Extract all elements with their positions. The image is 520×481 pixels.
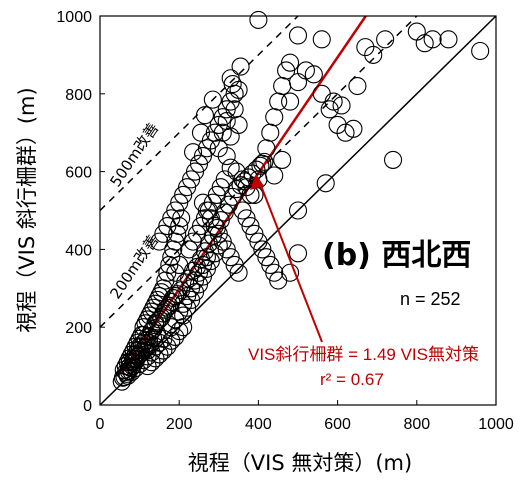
- data-point: [215, 170, 234, 189]
- data-point: [273, 76, 292, 96]
- x-tick-label: 200: [166, 416, 193, 433]
- x-tick-label: 800: [403, 416, 430, 433]
- data-point: [221, 69, 240, 88]
- data-point: [273, 150, 292, 169]
- data-point: [281, 92, 300, 111]
- x-tick-label: 0: [96, 416, 105, 433]
- data-point: [288, 73, 308, 92]
- panel-label: (b) 西北西: [322, 238, 471, 273]
- n-count-label: n = 252: [400, 289, 461, 309]
- data-point: [138, 357, 157, 376]
- y-tick-label: 400: [65, 242, 92, 259]
- axes: [99, 15, 497, 406]
- data-point: [281, 263, 300, 282]
- data-point: [184, 143, 203, 162]
- data-point: [229, 115, 248, 134]
- data-point: [227, 180, 246, 199]
- data-point: [164, 288, 183, 308]
- x-axis-title: 視程（VIS 無対策）(m): [188, 451, 412, 475]
- y-tick-label: 1000: [56, 9, 92, 26]
- data-point: [261, 123, 280, 142]
- data-point: [150, 345, 169, 364]
- data-point: [332, 96, 351, 115]
- data-point: [336, 123, 355, 142]
- data-point: [229, 263, 248, 282]
- y-tick-label: 0: [83, 398, 92, 415]
- plot-frame: [99, 15, 497, 406]
- data-points: [112, 10, 490, 391]
- data-point: [241, 185, 260, 204]
- data-point: [231, 176, 250, 195]
- data-point: [423, 30, 442, 49]
- data-point: [312, 30, 331, 49]
- data-point: [195, 106, 214, 125]
- y-axis-title: 視程（VIS 斜行柵群）(m): [15, 87, 39, 332]
- y-tick-label: 800: [65, 87, 92, 104]
- data-point: [213, 123, 232, 142]
- data-point: [243, 164, 262, 183]
- data-point: [281, 53, 300, 72]
- guide-line-500: [100, 16, 300, 212]
- data-point: [348, 76, 367, 96]
- guide-label-200: 200m改善: [106, 231, 162, 302]
- x-tick-label: 600: [324, 416, 351, 433]
- data-point: [126, 358, 145, 378]
- data-point: [255, 152, 274, 171]
- data-point: [146, 349, 165, 368]
- data-point: [229, 80, 248, 99]
- data-point: [117, 362, 136, 381]
- data-point: [142, 353, 161, 372]
- data-point: [251, 156, 270, 175]
- data-point: [191, 123, 211, 142]
- guide-label-500: 500m改善: [106, 119, 162, 190]
- data-point: [217, 146, 236, 166]
- y-tick-label: 600: [65, 165, 92, 182]
- data-point: [288, 26, 308, 45]
- data-point: [471, 41, 490, 61]
- data-point: [152, 283, 171, 302]
- data-point: [122, 362, 141, 381]
- data-point: [221, 158, 240, 177]
- data-point: [364, 45, 383, 64]
- data-point: [231, 57, 250, 76]
- data-point: [288, 244, 308, 263]
- data-point: [249, 10, 268, 29]
- data-point: [407, 22, 426, 41]
- data-point: [383, 150, 403, 169]
- data-point: [316, 174, 335, 193]
- x-tick-label: 1000: [478, 416, 514, 433]
- regression-equation: VIS斜行柵群 = 1.49 VIS無対策: [248, 345, 479, 364]
- data-point: [288, 201, 308, 220]
- x-tick-label: 400: [245, 416, 272, 433]
- data-point: [235, 172, 254, 191]
- guide-line-200: [100, 16, 418, 328]
- data-point: [304, 65, 323, 84]
- guide-lines: [100, 16, 496, 405]
- data-point: [356, 38, 375, 57]
- r-squared-label: r² = 0.67: [320, 370, 384, 389]
- data-point: [415, 34, 434, 53]
- annotation-arrowhead: [250, 174, 264, 190]
- data-point: [203, 90, 222, 109]
- data-point: [439, 30, 458, 49]
- data-point: [265, 166, 284, 185]
- data-point: [265, 108, 284, 127]
- data-point: [312, 84, 331, 103]
- data-point: [223, 75, 242, 94]
- data-point: [170, 255, 189, 275]
- annotation-arrow: [257, 177, 323, 343]
- y-tick-label: 200: [65, 320, 92, 337]
- data-point: [344, 119, 363, 138]
- data-point: [209, 236, 228, 255]
- data-point: [118, 366, 137, 385]
- guide-line-0: [100, 16, 496, 405]
- data-point: [138, 341, 157, 360]
- data-point: [296, 61, 315, 80]
- tick-labels: 0 200 400 600 800 1000 0 200 400 600 800 1000: [56, 9, 513, 433]
- data-point: [324, 92, 343, 111]
- data-point: [376, 30, 395, 49]
